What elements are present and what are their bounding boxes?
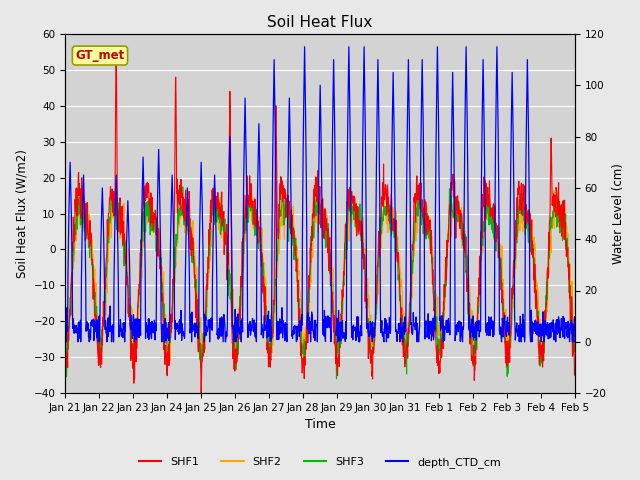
SHF3 bbox=[571, 338, 579, 344]
depth_CTD_cm bbox=[466, 330, 474, 336]
Title: Soil Heat Flux: Soil Heat Flux bbox=[268, 15, 372, 30]
SHF2 bbox=[511, 262, 519, 267]
SHF3 bbox=[61, 328, 69, 334]
SHF1 bbox=[112, 49, 120, 55]
SHF3 bbox=[232, 348, 240, 353]
SHF2 bbox=[175, 216, 182, 221]
SHF2 bbox=[466, 288, 474, 294]
SHF1 bbox=[61, 340, 69, 346]
Line: SHF3: SHF3 bbox=[65, 187, 575, 379]
Line: depth_CTD_cm: depth_CTD_cm bbox=[65, 47, 575, 342]
SHF2 bbox=[112, 178, 120, 183]
depth_CTD_cm bbox=[301, 44, 308, 49]
SHF1 bbox=[197, 392, 205, 397]
depth_CTD_cm bbox=[62, 339, 70, 345]
depth_CTD_cm bbox=[399, 320, 407, 325]
SHF3 bbox=[175, 221, 182, 227]
Legend: SHF1, SHF2, SHF3, depth_CTD_cm: SHF1, SHF2, SHF3, depth_CTD_cm bbox=[135, 452, 505, 472]
Y-axis label: Water Level (cm): Water Level (cm) bbox=[612, 163, 625, 264]
SHF3 bbox=[466, 321, 474, 326]
depth_CTD_cm bbox=[232, 339, 240, 345]
SHF2 bbox=[163, 322, 170, 327]
SHF1 bbox=[232, 346, 240, 352]
SHF3 bbox=[511, 258, 519, 264]
SHF2 bbox=[61, 354, 69, 360]
Line: SHF1: SHF1 bbox=[65, 52, 575, 395]
SHF2 bbox=[571, 333, 579, 339]
SHF3 bbox=[179, 184, 187, 190]
depth_CTD_cm bbox=[175, 331, 182, 337]
SHF1 bbox=[466, 341, 474, 347]
Text: GT_met: GT_met bbox=[76, 49, 125, 62]
Line: SHF2: SHF2 bbox=[65, 180, 575, 364]
SHF3 bbox=[399, 347, 407, 353]
depth_CTD_cm bbox=[163, 336, 170, 342]
SHF3 bbox=[163, 340, 170, 346]
SHF2 bbox=[399, 323, 407, 329]
X-axis label: Time: Time bbox=[305, 419, 335, 432]
depth_CTD_cm bbox=[571, 327, 579, 333]
SHF2 bbox=[232, 361, 240, 367]
SHF1 bbox=[511, 256, 519, 262]
depth_CTD_cm bbox=[511, 323, 519, 329]
SHF2 bbox=[232, 338, 240, 344]
SHF3 bbox=[333, 376, 340, 382]
SHF1 bbox=[399, 354, 407, 360]
depth_CTD_cm bbox=[61, 329, 69, 335]
SHF1 bbox=[175, 190, 182, 195]
SHF1 bbox=[163, 350, 170, 356]
SHF1 bbox=[571, 367, 579, 373]
Y-axis label: Soil Heat Flux (W/m2): Soil Heat Flux (W/m2) bbox=[15, 149, 28, 278]
